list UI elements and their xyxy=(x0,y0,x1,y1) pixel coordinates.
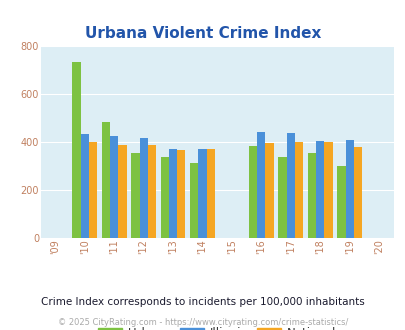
Bar xyxy=(278,157,286,238)
Bar xyxy=(248,146,257,238)
Bar xyxy=(168,149,177,238)
Bar xyxy=(89,142,97,238)
Bar xyxy=(131,153,139,238)
Bar xyxy=(147,145,156,238)
Bar xyxy=(265,143,273,238)
Bar xyxy=(353,147,361,238)
Text: Crime Index corresponds to incidents per 100,000 inhabitants: Crime Index corresponds to incidents per… xyxy=(41,297,364,307)
Text: Urbana Violent Crime Index: Urbana Violent Crime Index xyxy=(85,25,320,41)
Bar xyxy=(81,134,89,238)
Bar xyxy=(307,153,315,238)
Bar xyxy=(345,140,353,238)
Bar xyxy=(315,141,324,238)
Bar xyxy=(190,163,198,238)
Bar xyxy=(118,145,126,238)
Bar xyxy=(72,62,81,238)
Bar xyxy=(294,142,303,238)
Bar xyxy=(206,148,214,238)
Bar xyxy=(337,166,345,238)
Bar xyxy=(198,148,206,238)
Bar xyxy=(139,138,147,238)
Text: © 2025 CityRating.com - https://www.cityrating.com/crime-statistics/: © 2025 CityRating.com - https://www.city… xyxy=(58,318,347,327)
Bar xyxy=(324,142,332,238)
Bar xyxy=(257,132,265,238)
Bar xyxy=(160,157,168,238)
Bar xyxy=(102,121,110,238)
Bar xyxy=(286,133,294,238)
Legend: Urbana, Illinois, National: Urbana, Illinois, National xyxy=(95,324,339,330)
Bar xyxy=(177,150,185,238)
Bar xyxy=(110,136,118,238)
